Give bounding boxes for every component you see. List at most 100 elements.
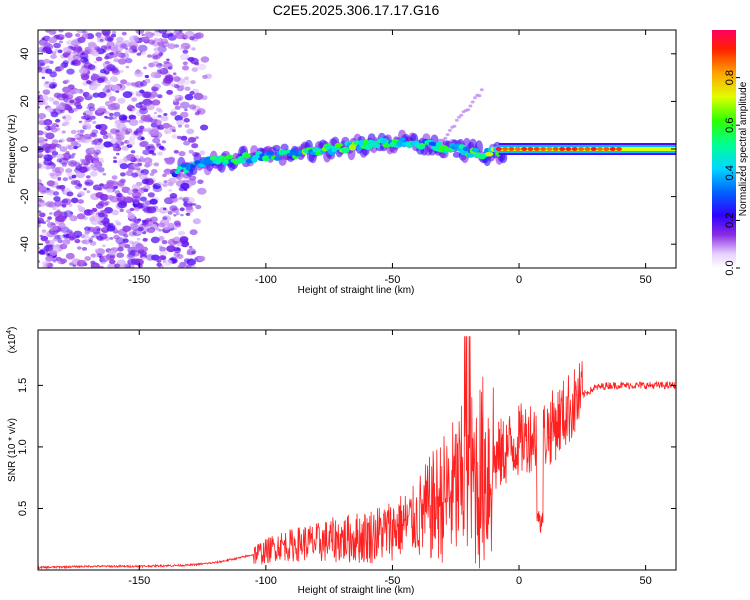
- noise-blob: [163, 113, 168, 116]
- signal-blob: [485, 151, 494, 157]
- noise-blob: [88, 239, 93, 243]
- noise-blob: [89, 115, 96, 120]
- x-tick-label: 50: [639, 575, 651, 587]
- noise-blob: [156, 262, 162, 267]
- noise-blob: [173, 149, 179, 154]
- noise-blob: [72, 145, 78, 150]
- noise-blob: [173, 84, 180, 89]
- noise-blob: [57, 49, 63, 54]
- band-peak: [616, 147, 622, 151]
- noise-blob: [38, 162, 46, 170]
- noise-blob: [39, 212, 46, 218]
- noise-blob: [76, 96, 84, 102]
- noise-blob: [127, 104, 133, 108]
- noise-blob: [119, 208, 124, 212]
- noise-blob: [133, 131, 138, 135]
- noise-blob: [72, 51, 76, 55]
- noise-blob: [45, 121, 51, 125]
- noise-blob: [38, 47, 42, 51]
- noise-blob: [195, 204, 202, 210]
- noise-blob: [176, 242, 183, 247]
- noise-blob: [97, 138, 103, 143]
- noise-blob: [130, 45, 137, 51]
- snr-panel: -150 -100 -50 0 50 0.5 1.0 1.5 Height of strai…: [6, 327, 677, 596]
- noise-blob: [154, 51, 160, 55]
- noise-blob: [179, 263, 185, 268]
- signal-blob: [428, 141, 436, 146]
- noise-blob: [191, 47, 196, 51]
- noise-blob: [145, 127, 152, 133]
- noise-blob: [44, 165, 51, 170]
- tail-blob: [443, 136, 448, 140]
- noise-blob: [119, 69, 124, 73]
- noise-blob: [163, 76, 173, 85]
- noise-blob: [46, 219, 51, 223]
- noise-blob: [127, 213, 136, 220]
- noise-blob: [128, 231, 136, 237]
- signal-blob: [225, 154, 234, 160]
- spectrogram-marks: [38, 30, 676, 268]
- noise-blob: [161, 240, 168, 245]
- noise-blob: [46, 200, 55, 207]
- noise-blob: [43, 102, 48, 106]
- signal-halo: [189, 166, 198, 176]
- noise-blob: [111, 84, 121, 91]
- noise-blob: [120, 79, 128, 85]
- noise-blob: [126, 143, 133, 148]
- noise-blob: [112, 147, 119, 152]
- noise-blob: [200, 124, 209, 131]
- noise-blob: [131, 107, 137, 112]
- band-peak: [609, 147, 616, 151]
- noise-blob: [49, 212, 53, 215]
- noise-blob: [49, 60, 54, 64]
- noise-blob: [38, 155, 43, 159]
- noise-blob: [111, 175, 118, 180]
- noise-blob: [149, 129, 160, 137]
- noise-blob: [176, 119, 185, 126]
- noise-blob: [86, 80, 92, 85]
- noise-blob: [148, 221, 154, 225]
- snr-x-ticks: -150 -100 -50 0 50: [128, 330, 652, 587]
- noise-blob: [158, 222, 165, 228]
- noise-blob: [162, 207, 167, 211]
- noise-blob: [189, 229, 198, 236]
- tail-blob: [466, 108, 471, 112]
- noise-blob: [139, 156, 144, 159]
- noise-blob: [151, 60, 160, 67]
- colorbar-tick-label: 0.6: [724, 118, 736, 133]
- noise-blob: [38, 66, 43, 73]
- noise-blob: [84, 256, 91, 261]
- noise-blob: [45, 240, 50, 244]
- noise-blob: [76, 135, 87, 143]
- noise-blob: [66, 68, 75, 75]
- noise-blob: [113, 111, 121, 117]
- noise-blob: [170, 111, 177, 116]
- noise-blob: [194, 32, 204, 39]
- noise-blob: [102, 244, 106, 248]
- noise-blob: [174, 115, 183, 122]
- noise-blob: [139, 141, 147, 147]
- noise-blob: [57, 239, 63, 244]
- noise-blob: [162, 216, 168, 220]
- noise-blob: [77, 191, 85, 197]
- noise-blob: [176, 212, 180, 216]
- noise-blob: [38, 198, 43, 202]
- noise-blob: [48, 37, 57, 44]
- noise-blob: [162, 259, 173, 267]
- noise-blob: [107, 142, 114, 147]
- band-peak: [533, 147, 540, 151]
- tail-blob: [473, 96, 477, 100]
- noise-blob: [117, 58, 127, 65]
- noise-blob: [63, 46, 73, 54]
- noise-blob: [65, 151, 70, 154]
- noise-blob: [41, 229, 47, 233]
- noise-blob: [91, 140, 98, 145]
- snr-y-label: SNR (10 * v/v): [7, 418, 18, 482]
- x-tick-label: -100: [255, 274, 277, 286]
- noise-blob: [106, 201, 111, 204]
- noise-blob: [100, 130, 108, 136]
- noise-blob: [70, 129, 77, 135]
- noise-blob: [95, 124, 102, 129]
- noise-blob: [65, 79, 70, 83]
- noise-blob: [38, 106, 41, 109]
